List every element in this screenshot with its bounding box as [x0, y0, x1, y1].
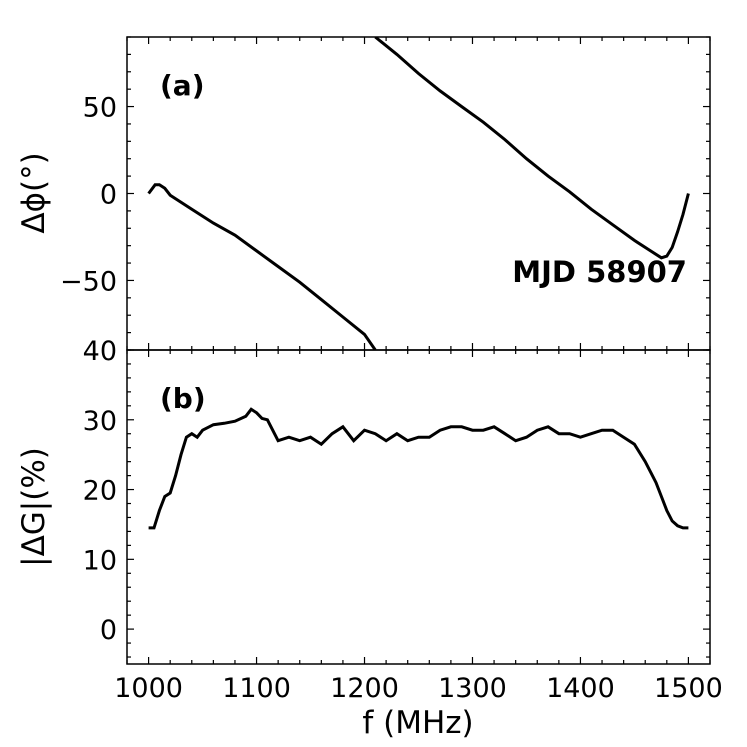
phase-branch-2-line: [374, 37, 690, 260]
x-tick-label-2: 1200: [330, 673, 399, 704]
panel-b-y-tick-labels: 0 10 20 30 40: [83, 336, 117, 646]
gain-difference-line: [148, 407, 689, 530]
x-tick-label-4: 1400: [546, 673, 615, 704]
panel-a-ticks: [126, 36, 711, 351]
panel-b: 0 10 20 30 40 1000 1100 1200 1300 1400 1500 (b) |…: [16, 336, 723, 741]
y-tick-label-a-0: −50: [60, 266, 117, 297]
x-tick-label-0: 1000: [114, 673, 183, 704]
y-tick-label-b-0: 0: [100, 615, 117, 646]
panel-a-y-tick-labels: −50 0 50: [60, 93, 117, 298]
panel-b-frame: [126, 349, 711, 665]
x-tick-label-3: 1300: [438, 673, 507, 704]
y-tick-label-b-3: 30: [83, 406, 117, 437]
x-tick-label-1: 1100: [222, 673, 291, 704]
panel-a-y-axis-label: Δϕ(°): [16, 152, 52, 233]
panel-b-y-axis-label: |ΔG|(%): [16, 447, 52, 567]
panel-a: −50 0 50 (a) MJD 58907 Δϕ(°): [16, 36, 711, 351]
x-axis-label: f (MHz): [362, 705, 473, 741]
panel-a-label: (a): [160, 69, 205, 102]
y-tick-label-a-2: 50: [83, 93, 117, 124]
y-tick-label-b-1: 10: [83, 545, 117, 576]
y-tick-label-b-4: 40: [83, 336, 117, 367]
x-tick-label-5: 1500: [654, 673, 723, 704]
panel-b-ticks: [126, 349, 711, 664]
phase-branch-1-line: [147, 183, 377, 350]
mjd-annotation: MJD 58907: [512, 255, 687, 289]
panel-b-label: (b): [160, 382, 206, 415]
panel-a-frame: [126, 36, 711, 351]
y-tick-label-a-1: 0: [100, 180, 117, 211]
x-tick-labels: 1000 1100 1200 1300 1400 1500: [114, 673, 723, 704]
y-tick-label-b-2: 20: [83, 476, 117, 507]
